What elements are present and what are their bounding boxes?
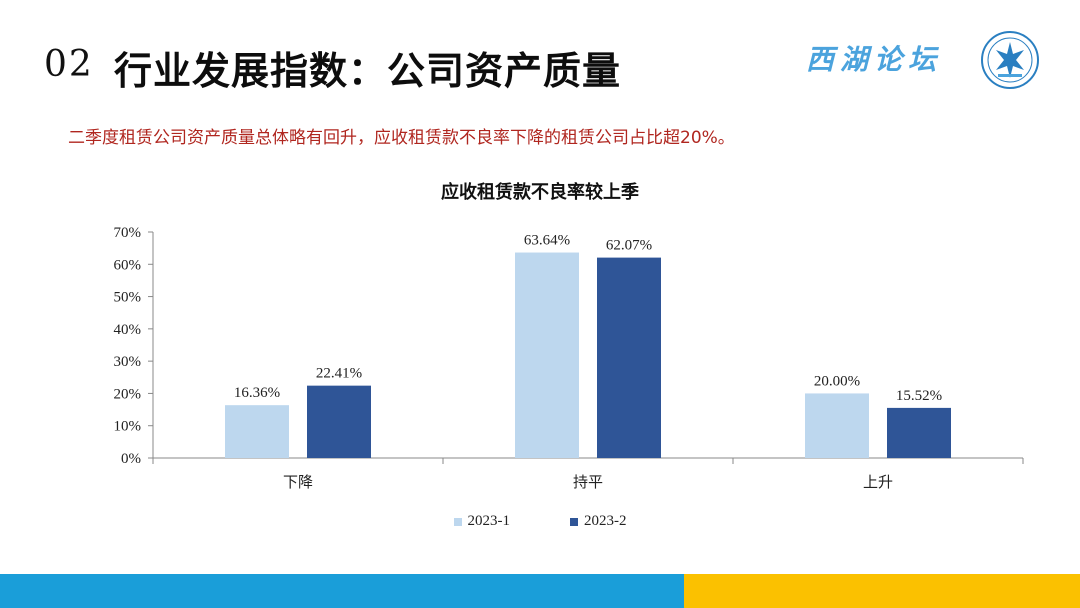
bar-1-1 (225, 405, 289, 458)
x-tick-label: 下降 (283, 473, 313, 491)
bar-chart: 0% 10% 20% 30% 40% 50% 60% 70% 下降 16.36% 22.41% 持平… (114, 225, 1024, 491)
y-tick-label: 20% (114, 386, 142, 402)
y-tick-label: 40% (114, 322, 142, 338)
y-tick-label: 10% (114, 419, 142, 435)
footer-bar-blue (0, 574, 684, 608)
data-label: 62.07% (606, 238, 652, 254)
bar-2-2 (597, 257, 661, 458)
footer-bar-yellow (684, 574, 1080, 608)
forum-logo-icon (981, 31, 1039, 89)
data-label: 63.64% (524, 233, 570, 249)
data-label: 15.52% (896, 388, 942, 404)
data-label: 16.36% (234, 385, 280, 401)
slide-title: 行业发展指数：公司资产质量 (114, 49, 622, 93)
y-tick-label: 50% (114, 290, 142, 306)
bar-1-2 (515, 252, 579, 458)
x-tick-label: 持平 (573, 473, 603, 491)
x-tick-label: 上升 (863, 473, 893, 491)
data-label: 22.41% (316, 366, 362, 382)
data-label: 20.00% (814, 373, 860, 389)
chart-title: 应收租赁款不良率较上季 (441, 182, 639, 203)
legend-swatch-series-1 (453, 517, 462, 526)
legend-label-series-2: 2023-2 (584, 513, 627, 529)
slide-number: 02 (44, 44, 94, 85)
y-tick-label: 70% (114, 225, 142, 241)
bar-2-1 (307, 385, 371, 458)
summary-text: 二季度租赁公司资产质量总体略有回升，应收租赁款不良率下降的租赁公司占比超20%。 (68, 128, 735, 148)
y-tick-label: 30% (114, 354, 142, 370)
brand-name: 西湖论坛 (806, 43, 943, 76)
bar-2-3 (887, 407, 951, 458)
bar-1-3 (805, 393, 869, 458)
legend-label-series-1: 2023-1 (467, 513, 511, 529)
legend-item-series-1: 2023-1 (453, 513, 511, 530)
legend-swatch-series-2 (570, 517, 578, 526)
y-tick-label: 0% (121, 451, 141, 467)
slide-header: 02 行业发展指数：公司资产质量 西湖论坛 (0, 0, 1080, 110)
legend-item-series-2: 2023-2 (570, 513, 627, 530)
y-tick-label: 60% (114, 257, 142, 273)
chart-legend: 2023-1 2023-2 (0, 513, 1080, 530)
